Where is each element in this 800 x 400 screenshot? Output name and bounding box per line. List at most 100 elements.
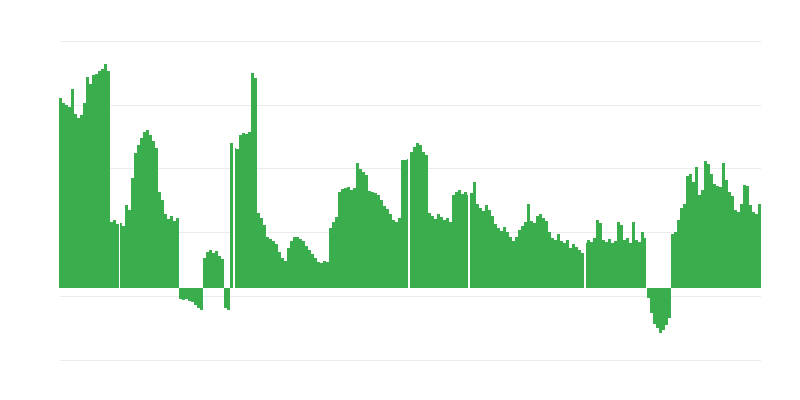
bar <box>665 288 668 325</box>
bar <box>122 226 125 288</box>
bar <box>548 232 551 288</box>
bar <box>551 238 554 288</box>
bar <box>65 105 68 288</box>
bar <box>332 222 335 288</box>
bar <box>698 195 701 288</box>
gridline <box>60 105 761 106</box>
bar <box>335 217 338 288</box>
bar <box>599 223 602 288</box>
bar <box>305 246 308 288</box>
bar <box>392 220 395 288</box>
bar <box>413 147 416 288</box>
bar <box>68 107 71 288</box>
bar <box>254 78 257 288</box>
bar <box>350 190 353 288</box>
bar <box>431 216 434 288</box>
bar <box>725 180 728 288</box>
bar <box>281 258 284 288</box>
bar <box>638 242 641 288</box>
bar <box>419 145 422 288</box>
bar <box>614 241 617 288</box>
bar <box>74 114 77 288</box>
bar <box>146 130 149 288</box>
bar <box>92 75 95 288</box>
bar <box>620 225 623 288</box>
bar <box>428 213 431 288</box>
bar <box>194 288 197 305</box>
bar <box>257 213 260 288</box>
bar <box>635 240 638 288</box>
bar <box>209 250 212 288</box>
bar <box>323 261 326 288</box>
bar <box>656 288 659 328</box>
bar <box>455 192 458 288</box>
bar <box>590 242 593 288</box>
bar <box>671 234 674 288</box>
bar <box>86 77 89 288</box>
bar <box>137 145 140 288</box>
bar <box>401 160 404 288</box>
bar <box>641 232 644 288</box>
bar <box>749 205 752 288</box>
gridline <box>60 41 761 42</box>
bar <box>218 256 221 288</box>
bar <box>470 193 473 288</box>
bar <box>629 243 632 288</box>
bar <box>623 240 626 288</box>
bar <box>230 143 233 288</box>
bar <box>626 238 629 288</box>
bar <box>554 240 557 288</box>
bar <box>131 178 134 288</box>
bar <box>80 115 83 288</box>
bar <box>368 191 371 288</box>
bar <box>668 288 671 318</box>
bar <box>395 222 398 288</box>
bar <box>359 169 362 288</box>
bar <box>365 175 368 288</box>
bar <box>338 192 341 288</box>
bar <box>608 239 611 288</box>
bar <box>182 288 185 300</box>
bar <box>206 252 209 288</box>
bar <box>83 103 86 288</box>
bar <box>356 163 359 288</box>
bar <box>728 192 731 288</box>
bar <box>458 190 461 288</box>
bar <box>710 174 713 288</box>
bar <box>566 240 569 288</box>
bar <box>287 248 290 288</box>
bar <box>497 228 500 288</box>
bar <box>344 188 347 288</box>
bar <box>503 227 506 288</box>
bar <box>284 261 287 288</box>
bar <box>185 288 188 299</box>
bar <box>689 174 692 288</box>
bar <box>662 288 665 330</box>
bar <box>116 224 119 288</box>
bar <box>758 204 761 288</box>
bar <box>512 241 515 288</box>
bar <box>560 241 563 288</box>
bar <box>542 218 545 288</box>
bar <box>191 288 194 302</box>
bar <box>446 218 449 288</box>
bar <box>383 206 386 288</box>
bar <box>452 195 455 288</box>
bar <box>215 251 218 288</box>
bar <box>494 224 497 288</box>
bar <box>398 218 401 288</box>
bar <box>104 64 107 288</box>
bar <box>98 71 101 288</box>
bar <box>188 288 191 301</box>
bar <box>155 148 158 288</box>
bar <box>242 133 245 288</box>
bar <box>212 253 215 288</box>
bar <box>653 288 656 324</box>
bar <box>647 288 650 298</box>
bar <box>740 204 743 288</box>
bar <box>686 176 689 288</box>
bar <box>677 220 680 288</box>
bar-gap <box>118 221 121 288</box>
bar <box>737 212 740 288</box>
